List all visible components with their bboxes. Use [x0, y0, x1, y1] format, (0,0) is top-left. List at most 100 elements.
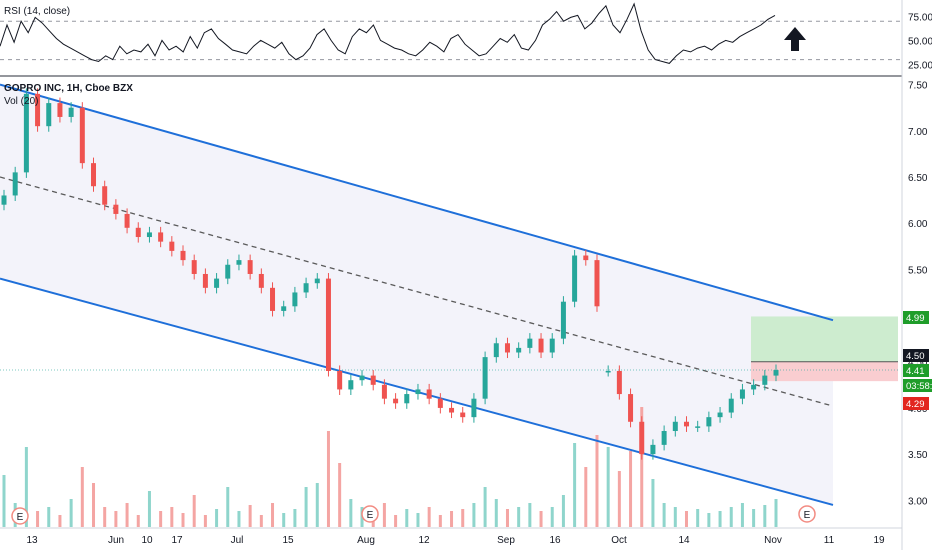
volume-bar [181, 513, 185, 527]
candle-body [169, 241, 175, 251]
volume-bar [136, 515, 140, 527]
volume-bar [394, 515, 398, 527]
volume-bar [774, 499, 778, 527]
volume-bar [450, 511, 454, 527]
rsi-label: RSI (14, close) [4, 6, 70, 17]
volume-bar [673, 507, 677, 527]
candle-body [650, 444, 656, 455]
price-badge-label: 4.29 [906, 399, 925, 410]
price-tick-label: 7.50 [908, 81, 928, 92]
candle-body [113, 204, 119, 214]
candle-body [35, 93, 41, 127]
candle-body [639, 421, 645, 455]
volume-bar [237, 511, 241, 527]
volume-bar [226, 487, 230, 527]
price-tick-label: 4.50 [908, 358, 928, 369]
volume-bar [752, 509, 756, 527]
volume-bar [58, 515, 62, 527]
volume-bar [763, 505, 767, 527]
volume-bar [528, 503, 532, 527]
volume-bar [338, 463, 342, 527]
volume-bar [259, 515, 263, 527]
earnings-marker-label: E [804, 510, 811, 521]
candle-body [404, 394, 410, 404]
candle-body [325, 278, 331, 371]
candle-body [381, 384, 387, 399]
time-tick-label: 17 [171, 535, 183, 546]
volume-bar [114, 511, 118, 527]
channel-fill [0, 84, 833, 505]
candle-body [672, 421, 678, 432]
channel-upper-line [0, 83, 834, 322]
candle-body [482, 357, 488, 399]
volume-bar [505, 509, 509, 527]
earnings-marker-label: E [17, 512, 24, 523]
volume-bar [382, 503, 386, 527]
earnings-marker [798, 505, 816, 523]
candle-body [23, 93, 29, 173]
time-tick-label: 19 [873, 535, 885, 546]
candle-body [560, 301, 566, 339]
volume-bar [416, 513, 420, 527]
up-arrow-icon [784, 27, 806, 51]
price-badge-label: 4.41 [906, 366, 925, 377]
candle-body [594, 260, 600, 307]
candle-body [359, 375, 365, 381]
volume-bar [573, 443, 577, 527]
volume-bar [405, 509, 409, 527]
candle-body [370, 375, 376, 385]
rsi-tick-label: 75.00 [908, 12, 932, 23]
volume-bar [438, 515, 442, 527]
candle-body [79, 107, 85, 164]
rsi-pane [0, 2, 900, 64]
time-tick-label: 11 [824, 535, 835, 546]
time-tick-label: Aug [357, 535, 375, 546]
rsi-tick-label: 25.00 [908, 60, 932, 71]
price-tick-label: 3.50 [908, 450, 928, 461]
volume-bar [24, 447, 28, 527]
time-tick-label: Nov [764, 535, 782, 546]
volume-bar [293, 509, 297, 527]
volume-bar [729, 507, 733, 527]
volume-bar [629, 451, 633, 527]
price-tick-label: 7.00 [908, 127, 928, 138]
time-tick-label: 13 [26, 535, 38, 546]
price-badge [903, 379, 932, 392]
time-tick-label: Jul [231, 535, 244, 546]
volume-bar [561, 495, 565, 527]
price-badge-label: 4.50 [906, 351, 925, 362]
time-tick-label: 16 [549, 535, 561, 546]
volume-bar [707, 513, 711, 527]
candle-body [258, 273, 264, 288]
price-tick-label: 3.00 [908, 496, 928, 507]
candle-body [46, 103, 52, 127]
candle-body [728, 398, 734, 413]
candle-body [549, 338, 555, 353]
candle-body [583, 255, 589, 261]
volume-bar [69, 499, 73, 527]
rsi-line [0, 2, 776, 64]
candle-body [247, 260, 253, 274]
candle-body [504, 343, 510, 353]
volume-bar [304, 487, 308, 527]
candle-body [124, 213, 130, 228]
candle-body [1, 195, 7, 205]
candle-body [348, 380, 354, 390]
volume-bar [80, 467, 84, 527]
volume-bar [248, 505, 252, 527]
volume-bar [539, 511, 543, 527]
candle-body [214, 278, 220, 288]
volume-bar [125, 503, 129, 527]
candle-body [572, 255, 578, 302]
candle-body [57, 103, 63, 117]
target-zone [751, 316, 898, 362]
candle-body [91, 163, 97, 187]
price-badge [903, 349, 929, 362]
candle-body [146, 232, 152, 238]
volume-label: Vol (20) [4, 96, 38, 107]
candle-body [180, 250, 186, 261]
earnings-marker-label: E [367, 510, 374, 521]
